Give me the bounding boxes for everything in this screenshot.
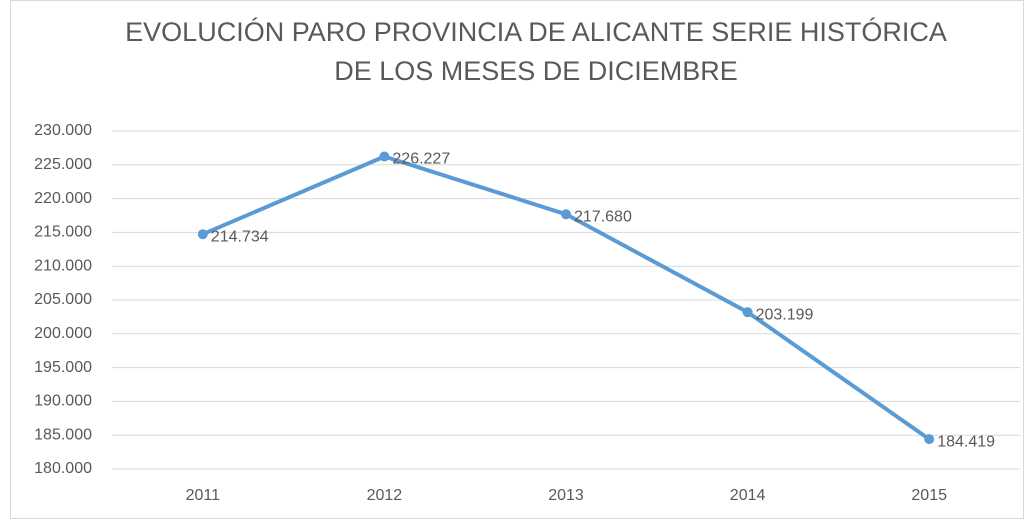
y-tick-label: 180.000 [34, 460, 92, 477]
data-point [561, 209, 571, 220]
y-tick-label: 215.000 [34, 224, 92, 241]
chart-title: EVOLUCIÓN PARO PROVINCIA DE ALICANTE SER… [125, 16, 947, 47]
y-tick-label: 230.000 [34, 122, 92, 139]
chart-title: DE LOS MESES DE DICIEMBRE [334, 56, 738, 86]
x-tick-label: 2015 [911, 487, 947, 504]
x-tick-label: 2013 [548, 487, 584, 504]
chart-frame [10, 0, 1024, 519]
y-tick-label: 205.000 [34, 291, 92, 308]
y-tick-label: 225.000 [34, 156, 92, 173]
data-label: 214.734 [211, 228, 269, 245]
x-tick-label: 2011 [186, 487, 221, 504]
data-point [197, 229, 208, 240]
y-tick-label: 200.000 [34, 325, 92, 342]
data-label: 184.419 [937, 433, 995, 450]
data-point [379, 151, 390, 162]
y-tick-label: 185.000 [34, 426, 92, 443]
data-label: 217.680 [574, 209, 632, 226]
data-label: 203.199 [756, 306, 814, 323]
y-tick-label: 195.000 [34, 359, 92, 376]
x-tick-label: 2012 [367, 487, 403, 504]
y-tick-label: 210.000 [34, 257, 92, 274]
y-tick-label: 220.000 [34, 190, 92, 207]
x-tick-label: 2014 [730, 487, 766, 504]
data-point [924, 434, 935, 445]
data-label: 226.227 [392, 151, 450, 168]
data-point [742, 307, 753, 318]
y-tick-label: 190.000 [34, 393, 92, 410]
